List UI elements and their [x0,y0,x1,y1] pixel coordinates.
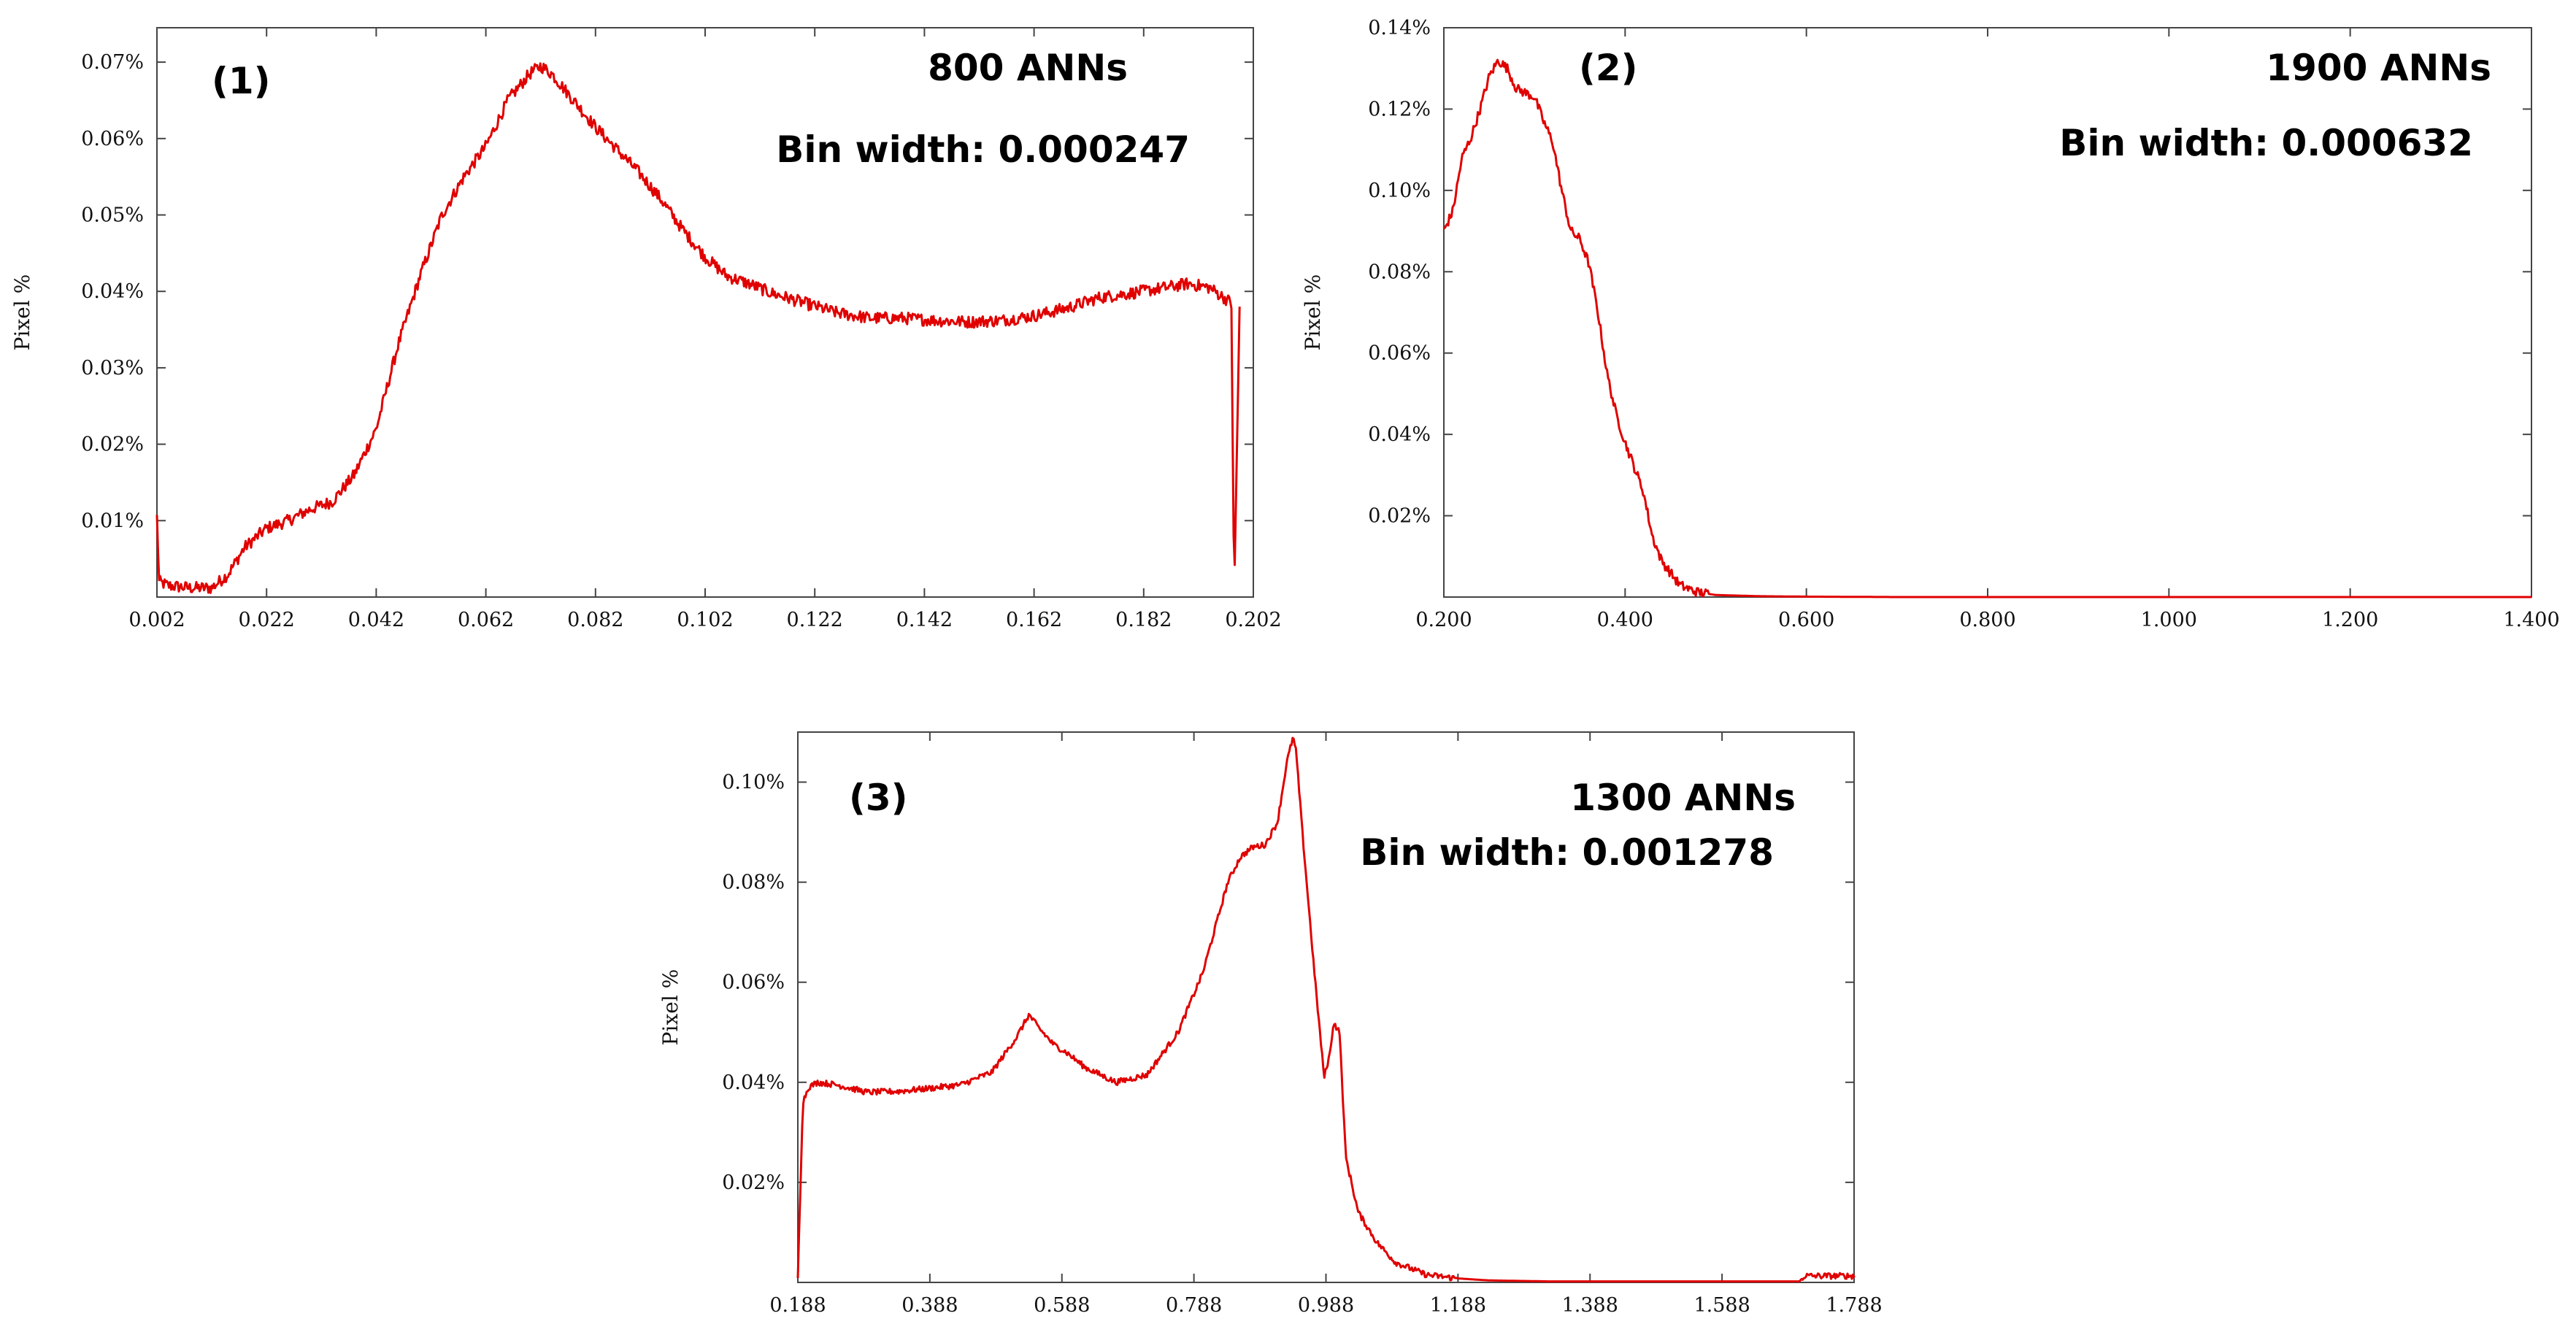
x-tick-label: 1.000 [2141,609,2197,631]
x-tick-label: 0.600 [1778,609,1834,631]
series-line [796,736,1856,1283]
x-tick-label: 0.122 [787,609,843,631]
x-tick-label: 0.002 [128,609,185,631]
y-tick-label: 0.08% [1368,261,1431,283]
y-tick-label: 0.07% [81,51,144,74]
series-line [155,62,1241,594]
y-tick-label: 0.01% [81,509,144,532]
plot-frame [1443,27,2532,598]
x-tick-label: 0.400 [1597,609,1653,631]
x-tick-label: 0.062 [458,609,514,631]
y-axis-label: Pixel % [1301,274,1325,351]
y-tick-label: 0.02% [1368,505,1431,528]
y-tick-label: 0.14% [1368,17,1431,39]
bin-width-annotation: Bin width: 0.001278 [1360,831,1774,874]
y-tick-label: 0.04% [1368,423,1431,446]
chart-3-1300-anns: 0.188 0.388 0.588 0.788 0.988 1.188 1.388 1.588… [658,731,1883,1317]
x-tick-label: 0.988 [1298,1294,1354,1317]
chart-2-1900-anns: 0.200 0.400 0.600 0.800 1.000 1.200 1.400 0.02%… [1301,17,2560,631]
y-axis-label: Pixel % [658,969,683,1046]
panel-label: (1) [212,60,271,102]
y-tick-label: 0.12% [1368,98,1431,120]
chart-title: 800 ANNs [928,47,1128,89]
x-tick-label: 1.188 [1430,1294,1486,1317]
x-tick-label: 0.188 [769,1294,826,1317]
y-tick-label: 0.10% [722,771,785,794]
y-tick-label: 0.06% [81,128,144,150]
y-axis-label: Pixel % [10,274,34,351]
bin-width-annotation: Bin width: 0.000632 [2059,122,2473,164]
x-tick-label: 0.588 [1034,1294,1090,1317]
x-tick-label: 0.142 [896,609,953,631]
x-tick-label: 0.788 [1166,1294,1222,1317]
x-tick-label: 1.588 [1693,1294,1750,1317]
y-tick-label: 0.06% [722,971,785,994]
y-tick-label: 0.03% [81,357,144,380]
chart-title: 1900 ANNs [2266,47,2491,89]
bin-width-annotation: Bin width: 0.000247 [776,128,1190,171]
x-tick-label: 0.082 [567,609,623,631]
x-tick-label: 1.788 [1826,1294,1882,1317]
panel-label: (2) [1579,47,1638,89]
x-tick-label: 0.200 [1415,609,1472,631]
y-tick-label: 0.02% [722,1171,785,1194]
x-tick-label: 0.800 [1959,609,2015,631]
y-tick-label: 0.08% [722,871,785,894]
y-tick-label: 0.04% [722,1071,785,1094]
y-tick-label: 0.06% [1368,342,1431,365]
x-tick-label: 0.388 [901,1294,958,1317]
x-tick-label: 0.162 [1006,609,1062,631]
chart-title: 1300 ANNs [1570,777,1796,819]
chart-1-800-anns: 0.002 0.022 0.042 0.062 0.082 0.102 0.122 0.142… [10,27,1282,631]
x-tick-label: 0.042 [348,609,404,631]
x-tick-label: 0.182 [1115,609,1172,631]
y-tick-label: 0.04% [81,280,144,303]
x-tick-label: 0.102 [677,609,733,631]
x-tick-label: 1.400 [2503,609,2559,631]
x-tick-label: 1.200 [2322,609,2378,631]
x-tick-label: 1.388 [1562,1294,1618,1317]
series-line [1443,58,2531,599]
x-tick-label: 0.022 [239,609,295,631]
panel-label: (3) [849,777,908,819]
y-tick-label: 0.05% [81,204,144,227]
y-tick-label: 0.02% [81,434,144,456]
plot-frame [156,27,1254,598]
x-tick-label: 0.202 [1225,609,1281,631]
y-tick-label: 0.10% [1368,180,1431,202]
